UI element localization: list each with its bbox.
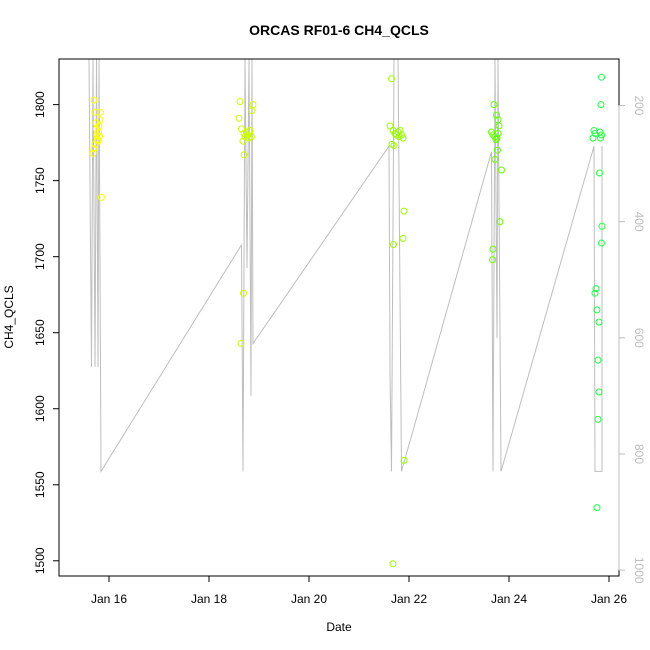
data-point	[235, 114, 243, 122]
data-point	[493, 134, 501, 142]
data-point	[95, 128, 102, 136]
data-point	[90, 145, 98, 153]
data-point	[594, 415, 602, 423]
data-point	[498, 166, 505, 174]
data-point	[91, 140, 99, 148]
data-point	[240, 151, 248, 159]
data-point	[597, 134, 604, 142]
data-point	[593, 306, 601, 314]
data-point	[96, 116, 104, 124]
y2-tick-label: 800	[632, 444, 646, 464]
y-tick-label: 1750	[33, 167, 47, 194]
data-point	[90, 96, 98, 104]
data-point	[495, 122, 503, 130]
x-tick-label: Jan 18	[191, 592, 227, 606]
data-point	[493, 111, 500, 119]
y2-tick-label: 200	[632, 95, 646, 115]
x-axis-label: Date	[326, 620, 352, 634]
data-point	[388, 140, 396, 148]
y2-tick-label: 600	[632, 328, 646, 348]
data-point	[399, 134, 407, 142]
data-point	[239, 137, 247, 145]
data-point	[596, 169, 603, 177]
data-point	[490, 101, 498, 109]
data-point	[244, 131, 252, 139]
data-point	[592, 285, 600, 293]
data-point	[396, 127, 404, 134]
data-point	[390, 241, 397, 248]
data-point	[489, 256, 496, 264]
data-point	[249, 101, 257, 109]
chart-title: ORCAS RF01-6 CH4_QCLS	[249, 22, 429, 38]
x-tick-label: Jan 26	[591, 592, 627, 606]
data-point	[236, 98, 244, 106]
data-point	[237, 339, 245, 347]
y2-tick-label: 400	[632, 212, 646, 232]
data-point	[399, 234, 407, 242]
y2-tick-label: 1000	[632, 557, 646, 584]
x-tick-label: Jan 24	[491, 592, 527, 606]
x-tick-label: Jan 22	[391, 592, 427, 606]
data-point	[496, 218, 504, 226]
data-point	[400, 207, 408, 215]
data-point	[589, 134, 597, 142]
data-point	[598, 222, 606, 230]
y2-axis: 200 400 600 800 1000	[618, 95, 646, 584]
data-point	[390, 142, 398, 150]
data-point	[591, 130, 599, 137]
y-tick-label: 1800	[33, 91, 47, 118]
y-tick-label: 1600	[33, 395, 47, 422]
data-point	[389, 560, 397, 568]
data-point	[597, 101, 605, 109]
data-point	[240, 289, 247, 297]
data-point	[598, 239, 605, 247]
data-point	[89, 149, 97, 157]
data-point	[97, 108, 104, 116]
data-point	[595, 318, 603, 326]
data-point	[595, 388, 603, 396]
data-point	[96, 133, 103, 141]
y-tick-label: 1700	[33, 243, 47, 270]
data-point	[591, 289, 599, 297]
data-point	[494, 146, 501, 154]
data-point	[598, 73, 605, 81]
altitude-line	[88, 58, 603, 474]
y-tick-label: 1550	[33, 471, 47, 498]
y-tick-label: 1650	[33, 319, 47, 346]
x-tick-label: Jan 20	[291, 592, 327, 606]
data-point	[598, 131, 605, 139]
data-point	[492, 136, 500, 144]
data-point	[489, 245, 497, 253]
data-point	[248, 133, 255, 141]
data-point	[388, 75, 395, 83]
data-point	[593, 504, 601, 512]
data-point	[248, 107, 256, 115]
plot-frame	[58, 58, 620, 577]
y-axis-label: CH4_QCLS	[2, 285, 16, 348]
x-tick-label: Jan 16	[91, 592, 127, 606]
data-point	[494, 130, 502, 137]
data-point	[491, 155, 499, 163]
data-point	[400, 456, 408, 464]
y-tick-label: 1500	[33, 547, 47, 574]
altitude-line-layer	[88, 58, 603, 474]
data-point	[98, 193, 105, 201]
x-axis: Jan 16 Jan 18 Jan 20 Jan 22 Jan 24 Jan 26	[91, 575, 627, 606]
scatter-points-layer	[89, 73, 606, 568]
data-point	[594, 356, 602, 364]
y-axis: 1500 1550 1600 1650 1700 1750 1800	[33, 91, 60, 574]
